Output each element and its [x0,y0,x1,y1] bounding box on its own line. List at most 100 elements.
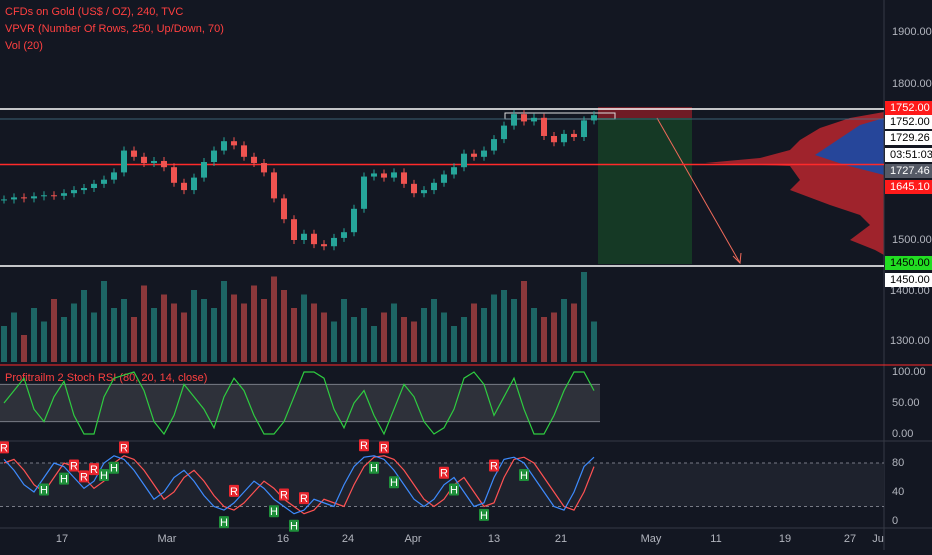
candle [271,172,277,199]
stoch-line [3,371,595,436]
volume-bar [371,326,377,362]
signal-box [449,483,459,496]
osc-tick-label: 40 [892,486,904,498]
signal-box [59,472,69,485]
price-tag [885,148,932,162]
candle [301,233,307,240]
candle [481,150,487,157]
signal-box [299,492,309,505]
signal-label: R [120,442,128,454]
volume-bar [71,303,77,362]
price-tag-label: 1729.26 [890,132,930,144]
volume-bar [221,281,227,362]
time-label: Apr [404,533,421,545]
signal-label: R [230,486,238,498]
volume-bar [541,317,547,362]
candle [101,179,107,184]
signal-label: H [480,510,488,522]
candle [1,199,7,201]
candle [291,219,297,240]
volume-bar [41,321,47,362]
candle [411,183,417,194]
volume-bar [81,290,87,362]
signal-label: R [300,493,308,505]
profile-up [815,118,884,175]
price-tag-label: 1450.00 [890,257,930,269]
legend: Vol (20) [5,40,43,52]
signal-label: R [0,442,8,454]
volume-bar [101,281,107,362]
price-tag [885,273,932,287]
signal-label: H [270,506,278,518]
time-label: 27 [844,533,856,545]
volume-bar [291,308,297,362]
volume-bar [511,299,517,362]
candle [141,156,147,164]
volume-bar [461,317,467,362]
price-tick-label: 1800.00 [892,78,932,90]
volume-bar [401,317,407,362]
osc-tick-label: 80 [892,457,904,469]
candle [21,197,27,199]
time-label: 13 [488,533,500,545]
volume-bar [431,299,437,362]
candle [71,190,77,194]
signal-box [229,484,239,497]
time-label: Mar [158,533,177,545]
candle [81,188,87,191]
signal-label: R [440,468,448,480]
signal-box [79,470,89,483]
candle [111,172,117,180]
candle [541,117,547,136]
volume-bar [331,321,337,362]
candle [171,167,177,183]
candle [531,117,537,122]
candle [421,190,427,194]
price-tag-label: 1645.10 [890,181,930,193]
price-tag [885,101,932,115]
signal-label: H [40,484,48,496]
arrow-head [732,252,742,265]
volume-bar [361,308,367,362]
candle [91,183,97,188]
price-tag-label: 03:51:03 [890,149,932,161]
signal-box [289,519,299,532]
osc-line-d [3,455,595,515]
volume-bar [211,308,217,362]
volume-bar [411,321,417,362]
candle [571,133,577,138]
volume-bar [161,294,167,362]
volume-bar [321,312,327,362]
price-tick-label: 1900.00 [892,26,932,38]
signal-label: H [60,474,68,486]
candle [131,150,137,157]
axis-label: 1300.00 [890,335,930,347]
candle [121,150,127,173]
price-tag-label: 1752.00 [890,102,930,114]
candle [11,197,17,200]
time-label: 11 [710,533,721,545]
signal-label: H [100,470,108,482]
candle [151,160,157,164]
volume-bar [521,281,527,362]
axis-label: 1400.00 [890,285,930,297]
target-zone [598,118,692,264]
candle [361,176,367,209]
signal-label: H [290,521,298,533]
candle [161,160,167,168]
volume-bar [591,321,597,362]
candle [371,173,377,177]
signal-label: H [370,463,378,475]
signal-label: H [520,470,528,482]
stoch-tick-label: 100.00 [892,366,926,378]
candle [41,195,47,197]
signal-box [519,469,529,481]
stoch-tick-label: 50.00 [892,397,920,409]
volume-bar [451,326,457,362]
volume-bar [381,312,387,362]
candle [251,156,257,164]
candle [341,232,347,238]
volume-bar [51,299,57,362]
